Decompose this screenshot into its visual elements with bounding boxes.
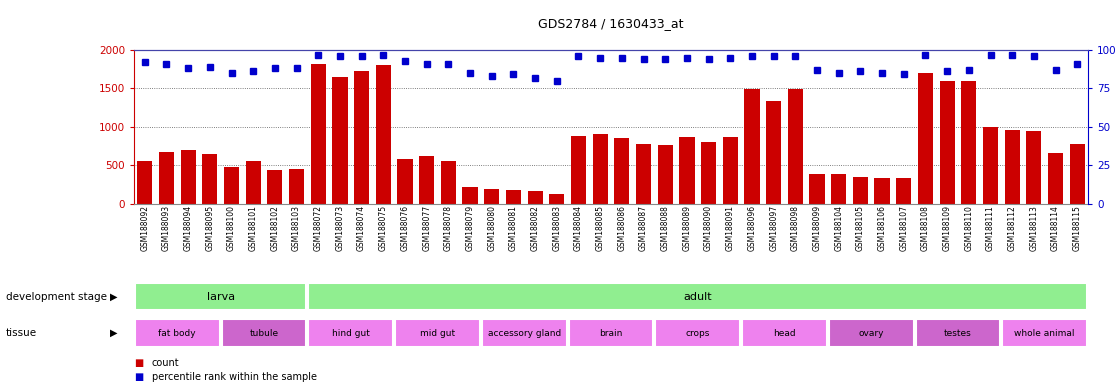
Bar xyxy=(441,161,456,204)
Text: larva: larva xyxy=(206,291,234,302)
Bar xyxy=(224,167,239,204)
Text: ovary: ovary xyxy=(858,329,884,338)
Text: mid gut: mid gut xyxy=(420,329,455,338)
Text: brain: brain xyxy=(599,329,623,338)
Bar xyxy=(916,319,1000,347)
Bar xyxy=(181,150,195,204)
Text: hind gut: hind gut xyxy=(331,329,369,338)
Bar xyxy=(158,152,174,204)
Text: tissue: tissue xyxy=(6,328,37,338)
Bar xyxy=(657,145,673,204)
Bar xyxy=(701,142,716,204)
Bar xyxy=(983,127,998,204)
Bar xyxy=(1027,131,1041,204)
Text: crops: crops xyxy=(685,329,710,338)
Bar xyxy=(744,89,760,204)
Text: ▶: ▶ xyxy=(109,291,117,302)
Bar xyxy=(420,156,434,204)
Text: percentile rank within the sample: percentile rank within the sample xyxy=(152,372,317,382)
Bar xyxy=(723,137,738,204)
Bar xyxy=(1004,130,1020,204)
Bar xyxy=(1002,319,1087,347)
Bar xyxy=(462,187,478,204)
Bar xyxy=(528,191,542,204)
Bar xyxy=(397,159,413,204)
Text: head: head xyxy=(773,329,796,338)
Bar xyxy=(482,319,567,347)
Text: fat body: fat body xyxy=(158,329,196,338)
Bar xyxy=(289,169,305,204)
Bar xyxy=(809,174,825,204)
Bar xyxy=(680,137,694,204)
Bar xyxy=(593,134,608,204)
Bar xyxy=(829,319,914,347)
Bar xyxy=(246,161,261,204)
Bar xyxy=(940,81,954,204)
Bar xyxy=(376,65,391,204)
Bar xyxy=(961,81,976,204)
Bar xyxy=(742,319,827,347)
Bar xyxy=(308,319,393,347)
Bar xyxy=(202,154,218,204)
Bar xyxy=(917,73,933,204)
Text: tubule: tubule xyxy=(250,329,279,338)
Bar xyxy=(569,319,653,347)
Bar xyxy=(831,174,846,204)
Bar xyxy=(614,138,629,204)
Bar xyxy=(571,136,586,204)
Bar xyxy=(1069,144,1085,204)
Bar xyxy=(222,319,306,347)
Bar xyxy=(395,319,480,347)
Bar xyxy=(137,161,153,204)
Bar xyxy=(875,178,889,204)
Bar xyxy=(135,283,306,310)
Text: testes: testes xyxy=(944,329,972,338)
Text: ▶: ▶ xyxy=(109,328,117,338)
Text: ■: ■ xyxy=(134,372,143,382)
Bar xyxy=(268,170,282,204)
Text: ■: ■ xyxy=(134,358,143,368)
Bar xyxy=(354,71,369,204)
Text: GDS2784 / 1630433_at: GDS2784 / 1630433_at xyxy=(538,17,684,30)
Bar xyxy=(655,319,740,347)
Bar xyxy=(308,283,1087,310)
Text: count: count xyxy=(152,358,180,368)
Bar xyxy=(310,64,326,204)
Bar xyxy=(135,319,220,347)
Bar xyxy=(636,144,651,204)
Bar xyxy=(549,194,565,204)
Bar xyxy=(333,77,347,204)
Text: accessory gland: accessory gland xyxy=(488,329,561,338)
Text: whole animal: whole animal xyxy=(1014,329,1075,338)
Bar xyxy=(1048,153,1064,204)
Bar xyxy=(484,189,499,204)
Bar xyxy=(506,190,521,204)
Text: adult: adult xyxy=(683,291,712,302)
Bar xyxy=(853,177,868,204)
Text: development stage: development stage xyxy=(6,291,107,302)
Bar xyxy=(766,101,781,204)
Bar xyxy=(788,89,802,204)
Bar xyxy=(896,178,912,204)
